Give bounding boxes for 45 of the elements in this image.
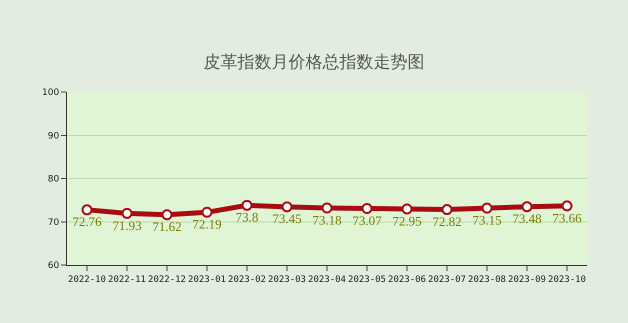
chart-title: 皮革指数月价格总指数走势图	[204, 52, 424, 72]
x-tick-label: 2022-10	[68, 274, 106, 285]
data-label: 73.07	[352, 212, 382, 228]
y-tick-label: 70	[48, 218, 60, 228]
y-tick-label: 90	[48, 131, 60, 142]
data-label: 72.76	[72, 214, 102, 230]
x-tick-label: 2023-05	[348, 274, 386, 285]
point	[202, 206, 212, 218]
data-label: 73.15	[472, 212, 502, 228]
point	[162, 209, 172, 220]
point	[482, 202, 492, 214]
x-tick-label: 2023-10	[548, 274, 586, 285]
point	[402, 203, 412, 214]
point	[362, 202, 372, 214]
y-tick-label: 80	[48, 174, 60, 185]
x-tick-label: 2023-01	[188, 274, 226, 285]
x-tick-label: 2023-08	[468, 274, 506, 285]
data-label: 73.45	[272, 211, 302, 226]
data-label: 73.66	[552, 210, 582, 226]
point	[82, 204, 92, 216]
data-label: 71.93	[112, 218, 142, 233]
x-tick-label: 2022-12	[148, 274, 186, 285]
y-tick-label: 100	[42, 88, 60, 98]
point	[322, 202, 332, 214]
x-tick-label: 2023-09	[508, 274, 546, 285]
data-label: 73.18	[312, 212, 342, 228]
point	[442, 204, 452, 216]
x-tick-label: 2023-06	[388, 274, 426, 285]
point	[522, 201, 532, 212]
x-tick-label: 2023-07	[428, 274, 466, 285]
y-tick-label: 60	[48, 261, 60, 272]
point	[242, 200, 252, 211]
data-label: 72.82	[432, 214, 462, 229]
data-label: 73.8	[236, 210, 258, 225]
data-label: 72.95	[392, 213, 422, 228]
x-tick-label: 2023-02	[228, 274, 266, 285]
data-label: 73.48	[512, 211, 542, 226]
point	[122, 208, 132, 219]
x-tick-label: 2023-03	[268, 274, 306, 285]
point	[562, 200, 572, 212]
data-label: 71.62	[152, 219, 182, 234]
data-label: 72.19	[192, 216, 222, 232]
x-tick-label: 2023-04	[308, 274, 346, 285]
x-tick-label: 2022-11	[108, 274, 146, 285]
point	[282, 201, 292, 212]
